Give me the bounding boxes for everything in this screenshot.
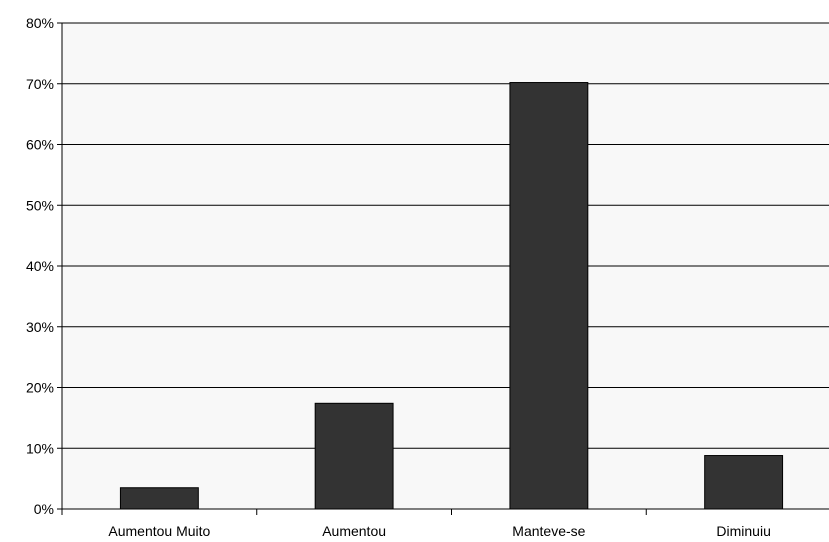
y-ticks: 0% 10% 20% 30% 40% 50% 60% 70% 80% [26, 15, 62, 517]
bar-diminuiu [704, 455, 784, 510]
y-tick-label: 20% [26, 380, 54, 396]
bar-aumentou-muito [119, 487, 199, 510]
y-tick-label: 10% [26, 440, 54, 456]
x-ticks: Aumentou Muito Aumentou Manteve-se Diminuiu [61, 509, 771, 539]
x-tick-label: Diminuiu [716, 523, 770, 539]
bar-manteve-se [509, 82, 589, 510]
y-tick-label: 0% [34, 501, 54, 517]
y-tick-label: 60% [26, 137, 54, 153]
x-tick-label: Aumentou [322, 523, 386, 539]
y-tick-label: 30% [26, 319, 54, 335]
y-tick-label: 50% [26, 197, 54, 213]
y-tick-label: 70% [26, 76, 54, 92]
y-tick-label: 40% [26, 258, 54, 274]
y-tick-label: 80% [26, 15, 54, 31]
gridlines [62, 22, 829, 449]
x-tick-label: Aumentou Muito [108, 523, 210, 539]
bars [119, 82, 784, 510]
x-tick-label: Manteve-se [512, 523, 585, 539]
bar-aumentou [314, 402, 394, 510]
